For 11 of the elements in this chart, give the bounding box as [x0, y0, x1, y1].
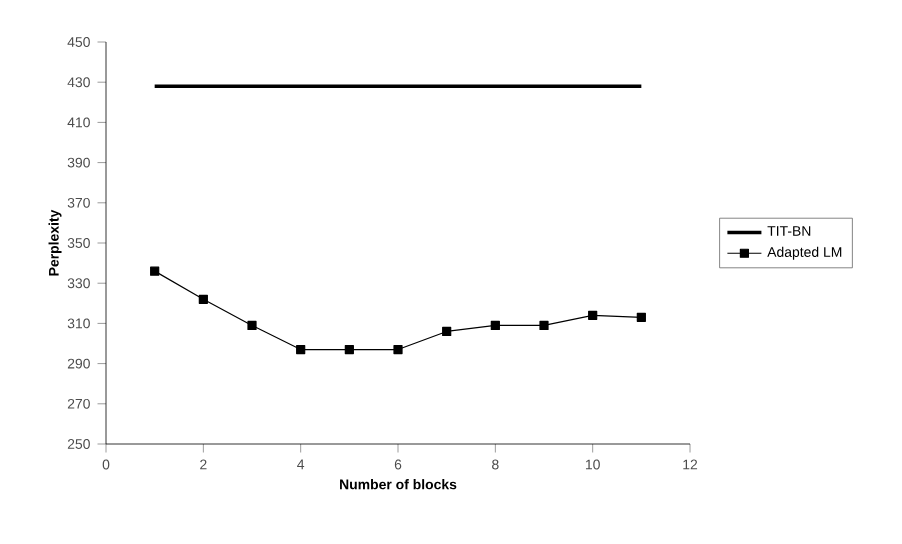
point [247, 320, 257, 331]
point [442, 326, 452, 337]
point [150, 266, 160, 276]
point [198, 294, 208, 304]
point [539, 320, 549, 331]
point [588, 310, 598, 320]
point [636, 312, 646, 322]
point [393, 344, 403, 355]
point [296, 344, 306, 355]
point [344, 344, 354, 355]
point [490, 320, 500, 331]
